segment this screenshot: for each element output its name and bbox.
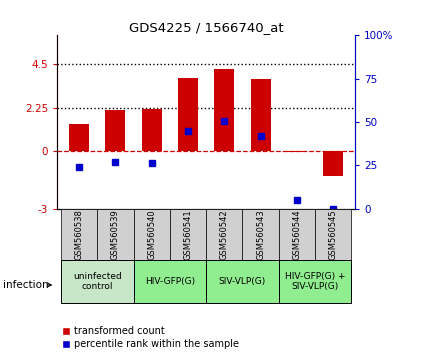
- Bar: [323, 151, 343, 176]
- Text: SIV-VLP(G): SIV-VLP(G): [219, 277, 266, 286]
- Title: GDS4225 / 1566740_at: GDS4225 / 1566740_at: [129, 21, 283, 34]
- Bar: [251, 79, 271, 151]
- Bar: [69, 124, 89, 151]
- Bar: [206, 209, 242, 260]
- Bar: [97, 209, 133, 260]
- Text: GSM560538: GSM560538: [75, 209, 84, 260]
- Bar: [133, 209, 170, 260]
- Text: HIV-GFP(G): HIV-GFP(G): [145, 277, 195, 286]
- Bar: [61, 209, 97, 260]
- Bar: [279, 209, 315, 260]
- Bar: [178, 78, 198, 151]
- Text: uninfected
control: uninfected control: [73, 272, 122, 291]
- Text: GSM560542: GSM560542: [220, 209, 229, 260]
- Bar: [242, 209, 279, 260]
- Bar: [206, 260, 279, 303]
- Bar: [287, 151, 307, 152]
- Text: GSM560539: GSM560539: [111, 209, 120, 260]
- Text: GSM560545: GSM560545: [329, 209, 337, 260]
- Text: infection: infection: [3, 280, 49, 290]
- Bar: [170, 209, 206, 260]
- Text: HIV-GFP(G) +
SIV-VLP(G): HIV-GFP(G) + SIV-VLP(G): [285, 272, 345, 291]
- Text: GSM560544: GSM560544: [292, 209, 301, 260]
- Bar: [142, 109, 162, 151]
- Legend: transformed count, percentile rank within the sample: transformed count, percentile rank withi…: [62, 326, 239, 349]
- Bar: [61, 260, 133, 303]
- Text: GSM560543: GSM560543: [256, 209, 265, 260]
- Bar: [105, 110, 125, 151]
- Text: GSM560540: GSM560540: [147, 209, 156, 260]
- Bar: [279, 260, 351, 303]
- Bar: [133, 260, 206, 303]
- Bar: [315, 209, 351, 260]
- Text: GSM560541: GSM560541: [184, 209, 193, 260]
- Bar: [214, 69, 234, 151]
